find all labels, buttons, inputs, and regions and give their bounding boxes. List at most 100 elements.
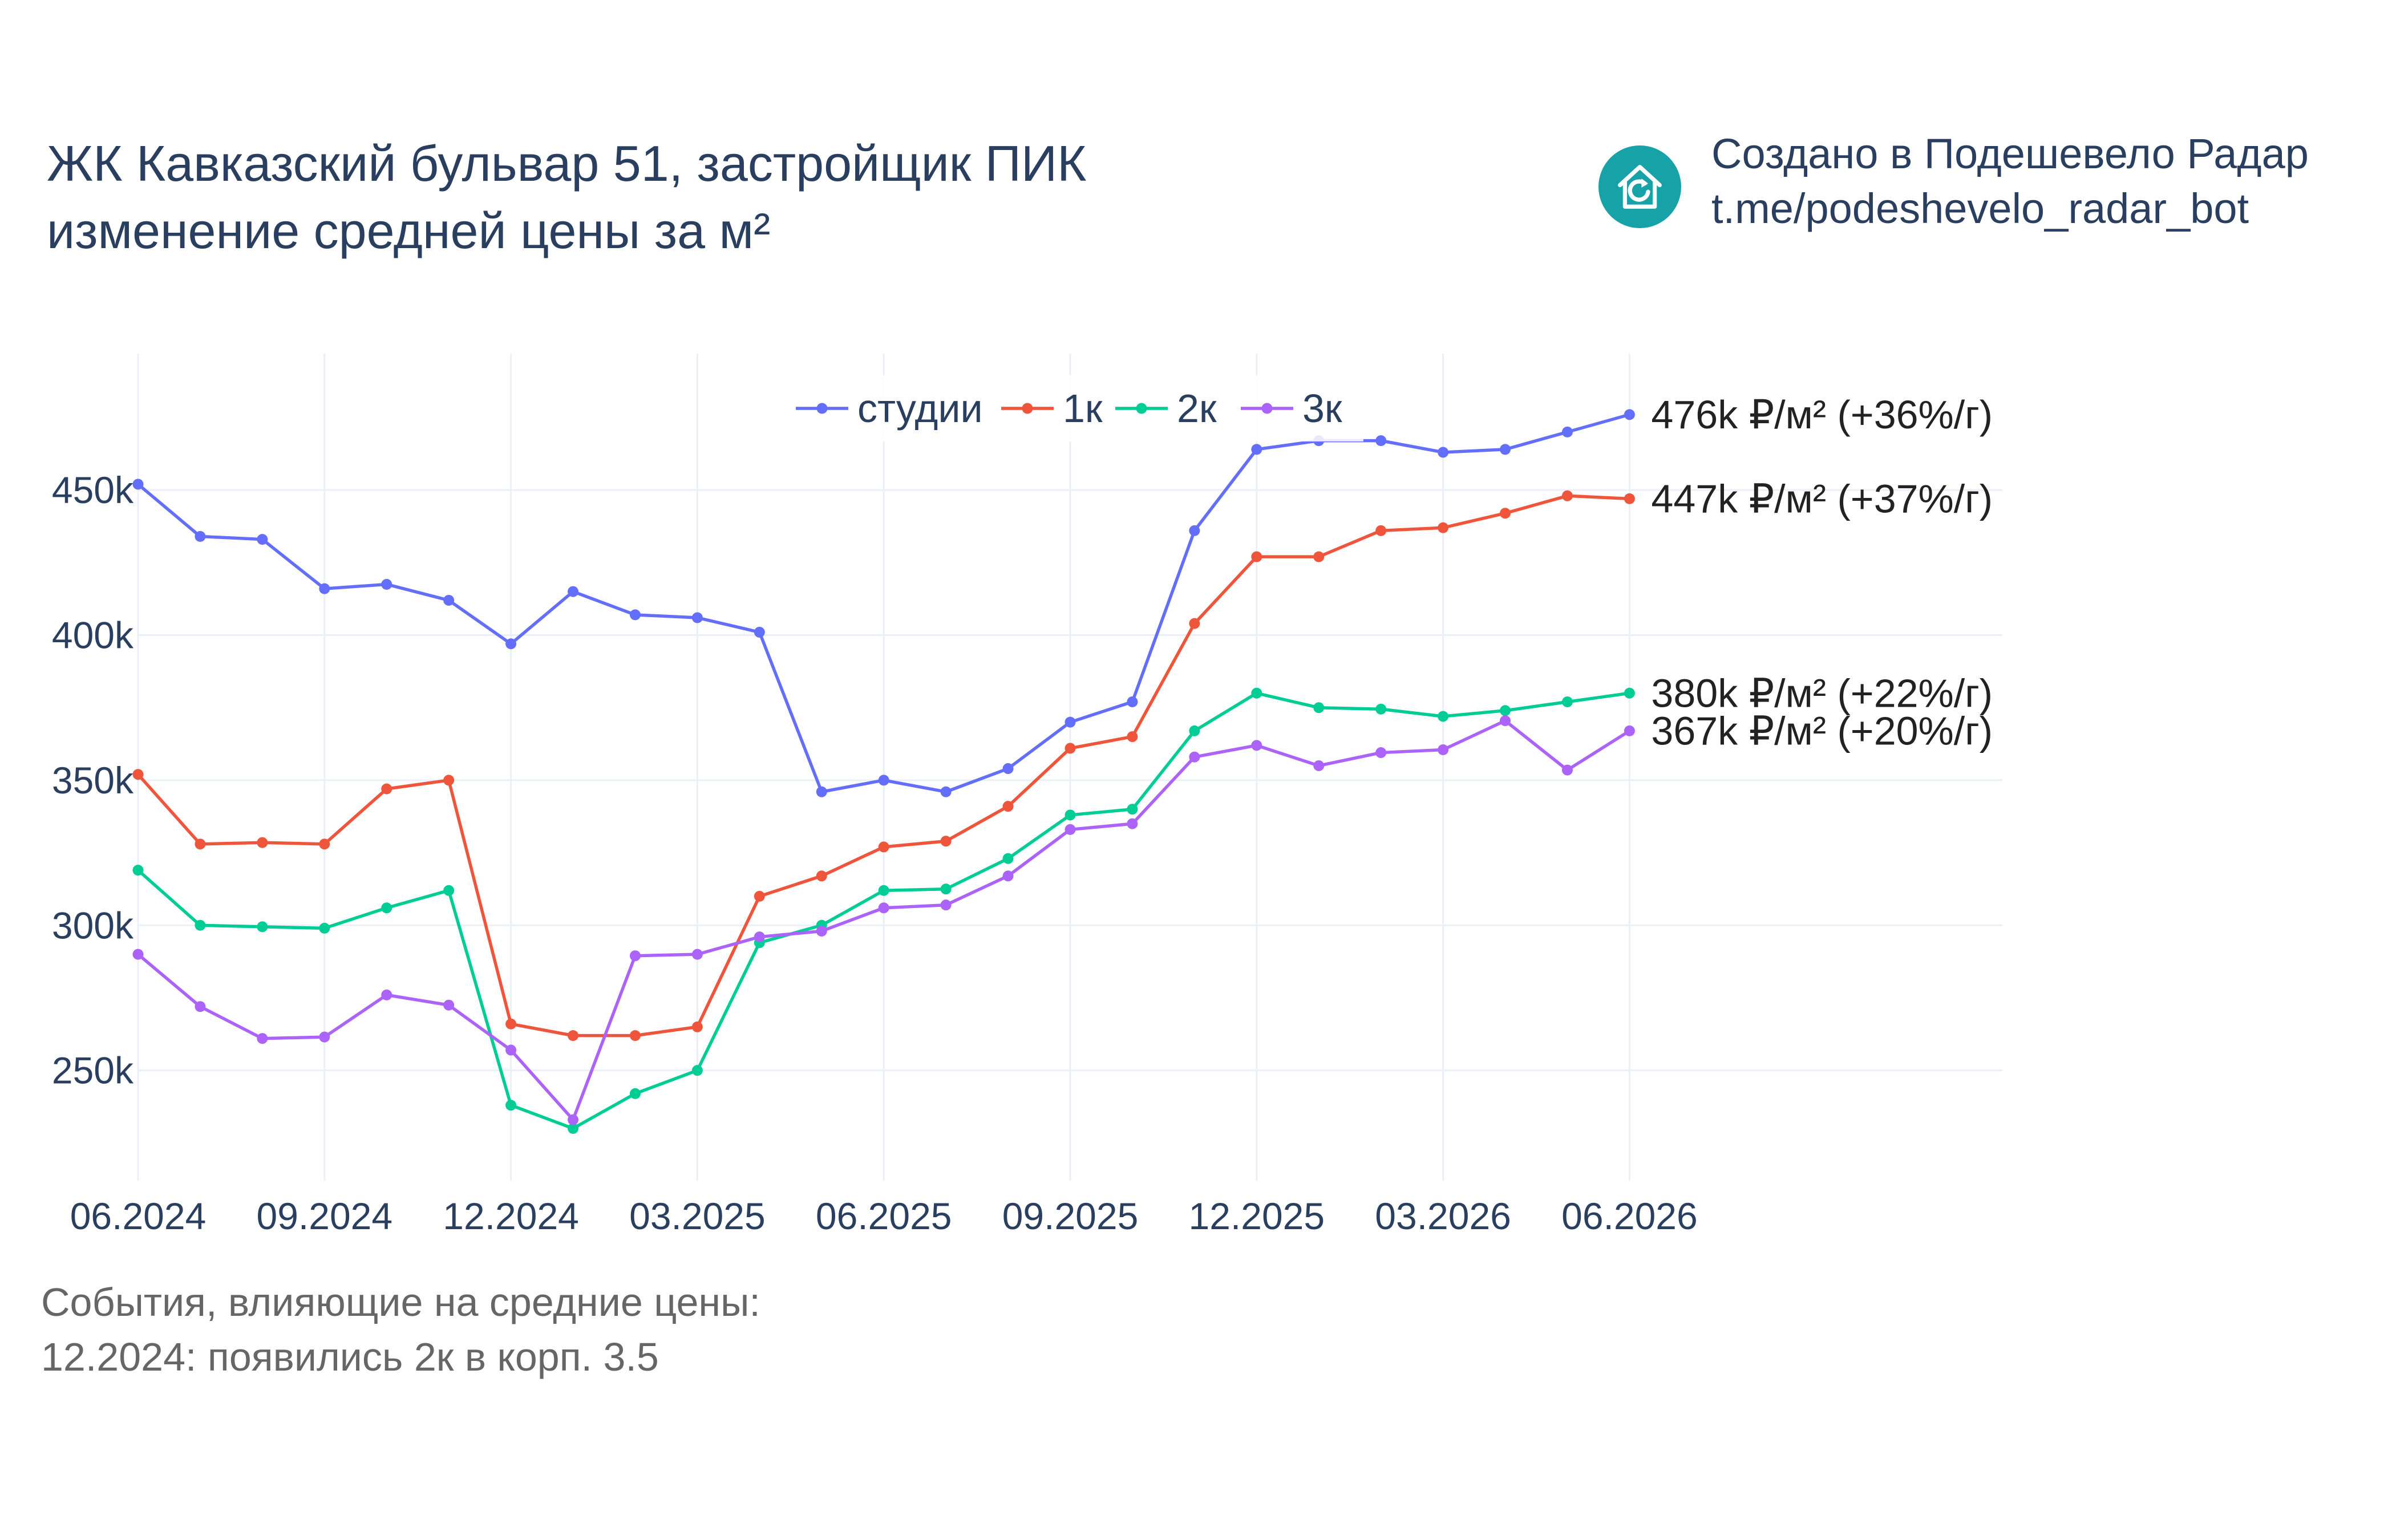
data-point xyxy=(1561,764,1573,776)
data-point xyxy=(1624,493,1635,504)
data-point xyxy=(940,884,952,895)
series-end-label: 367k ₽/м² (+20%/г) xyxy=(1651,708,1993,753)
data-point xyxy=(1251,740,1262,751)
data-point xyxy=(1189,525,1200,536)
data-point xyxy=(1438,744,1449,755)
data-point xyxy=(754,931,765,943)
chart-title-line-2: изменение средней цены за м² xyxy=(47,202,771,259)
data-point xyxy=(1002,801,1014,812)
data-point xyxy=(1313,702,1325,714)
logo-circle xyxy=(1598,145,1681,228)
data-point xyxy=(629,950,641,962)
data-point xyxy=(195,919,206,931)
data-point xyxy=(1438,447,1449,458)
data-point xyxy=(505,1100,517,1111)
data-point xyxy=(940,836,952,847)
data-point xyxy=(1251,444,1262,455)
data-point xyxy=(691,949,703,960)
y-tick-label: 250k xyxy=(52,1049,134,1092)
data-point xyxy=(1127,804,1138,815)
data-point xyxy=(319,1031,330,1043)
logo-arrow xyxy=(1628,179,1650,202)
legend-swatch-marker xyxy=(1261,403,1273,414)
legend-label: студии xyxy=(857,386,983,431)
data-point xyxy=(568,1030,579,1041)
data-point xyxy=(1375,435,1387,447)
data-point xyxy=(443,999,455,1011)
data-point xyxy=(1065,809,1076,821)
series-end-label: 476k ₽/м² (+36%/г) xyxy=(1651,392,1993,437)
data-point xyxy=(878,841,889,853)
y-tick-label: 300k xyxy=(52,904,134,946)
data-point xyxy=(754,890,765,902)
data-point xyxy=(443,775,455,786)
data-point xyxy=(940,786,952,797)
data-point xyxy=(1375,747,1387,759)
data-point xyxy=(1500,715,1511,727)
data-point xyxy=(629,1088,641,1099)
y-tick-label: 350k xyxy=(52,759,134,801)
x-tick-label: 12.2025 xyxy=(1189,1195,1325,1237)
data-point xyxy=(1251,551,1262,562)
data-point xyxy=(443,885,455,896)
data-point xyxy=(1561,426,1573,437)
data-point xyxy=(381,902,392,914)
data-point xyxy=(1065,743,1076,754)
data-point xyxy=(319,922,330,934)
x-tick-label: 06.2024 xyxy=(70,1195,207,1237)
legend-swatch-marker xyxy=(1136,403,1147,414)
data-point xyxy=(1127,696,1138,708)
data-point xyxy=(691,612,703,623)
data-point xyxy=(505,1044,517,1056)
data-point xyxy=(1313,551,1325,562)
data-point xyxy=(1438,522,1449,533)
legend-swatch-marker xyxy=(1022,403,1033,414)
events-heading: События, влияющие на средние цены: xyxy=(41,1280,760,1324)
data-point xyxy=(1500,508,1511,519)
data-point xyxy=(195,1001,206,1012)
data-point xyxy=(505,1018,517,1030)
legend-label: 2к xyxy=(1177,386,1217,431)
house-refresh-icon xyxy=(1598,145,1681,228)
series-end-label: 380k ₽/м² (+22%/г) xyxy=(1651,671,1993,715)
events-note: События, влияющие на средние цены: 12.20… xyxy=(41,1275,760,1384)
data-point xyxy=(257,1033,268,1044)
logo-arrowhead xyxy=(1641,179,1648,188)
branding-link[interactable]: t.me/podeshevelo_radar_bot xyxy=(1711,185,2249,232)
data-point xyxy=(1624,725,1635,736)
data-point xyxy=(381,783,392,795)
branding-line-1: Создано в Подешевело Радар xyxy=(1711,130,2309,177)
data-point xyxy=(568,1114,579,1125)
x-tick-label: 09.2024 xyxy=(257,1195,393,1237)
data-point xyxy=(319,583,330,594)
x-tick-label: 03.2025 xyxy=(629,1195,766,1237)
data-point xyxy=(878,885,889,896)
data-point xyxy=(319,838,330,850)
x-tick-label: 06.2026 xyxy=(1561,1195,1698,1237)
x-tick-label: 09.2025 xyxy=(1002,1195,1139,1237)
data-point xyxy=(568,1122,579,1134)
data-point xyxy=(568,586,579,597)
x-tick-label: 03.2026 xyxy=(1375,1195,1511,1237)
data-point xyxy=(691,1065,703,1076)
data-point xyxy=(1561,490,1573,501)
legend-swatch-marker xyxy=(816,403,828,414)
series-end-label: 447k ₽/м² (+37%/г) xyxy=(1651,476,1993,521)
data-point xyxy=(940,899,952,911)
data-point xyxy=(1127,818,1138,829)
data-point xyxy=(132,865,144,876)
data-point xyxy=(257,921,268,933)
data-point xyxy=(816,786,827,797)
x-tick-label: 06.2025 xyxy=(816,1195,952,1237)
data-point xyxy=(1251,687,1262,699)
legend-label: 1к xyxy=(1063,386,1103,431)
data-point xyxy=(1438,711,1449,722)
data-point xyxy=(381,578,392,590)
data-point xyxy=(1065,716,1076,728)
data-point xyxy=(629,1030,641,1041)
data-point xyxy=(1624,409,1635,420)
data-point xyxy=(691,1021,703,1032)
data-point xyxy=(1002,870,1014,882)
data-point xyxy=(1500,444,1511,455)
